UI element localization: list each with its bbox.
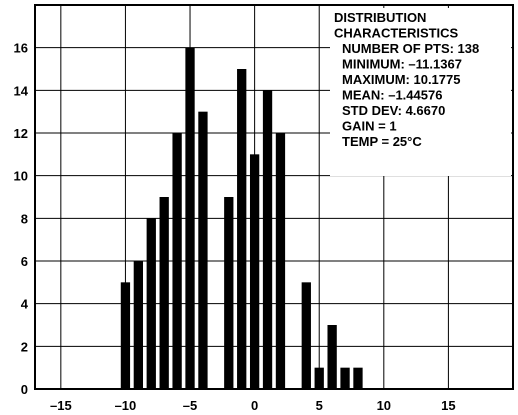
y-tick-label: 0: [21, 382, 28, 397]
bar: [301, 282, 311, 389]
x-tick-labels: –15 –10 –5 0 5 10 15: [50, 398, 456, 413]
bar: [353, 367, 363, 389]
bar: [159, 197, 169, 389]
annotation-line: NUMBER OF PTS: 138: [342, 41, 479, 56]
y-tick-label: 12: [14, 126, 28, 141]
x-tick-label: 10: [377, 398, 391, 413]
x-tick-label: 0: [251, 398, 258, 413]
bar: [172, 133, 182, 389]
x-tick-label: 15: [441, 398, 455, 413]
bar: [224, 197, 234, 389]
y-tick-labels: 0 2 4 6 8 10 12 14 16: [14, 41, 29, 397]
bar: [327, 325, 337, 389]
bar: [262, 90, 273, 389]
bar: [314, 367, 324, 389]
annotation-line: DISTRIBUTION: [334, 10, 426, 25]
plot-frame: [34, 4, 514, 390]
y-tick-label: 16: [14, 41, 28, 56]
bar: [146, 218, 156, 389]
annotation-line: STD DEV: 4.6670: [342, 103, 445, 118]
annotation-line: CHARACTERISTICS: [334, 26, 459, 41]
bar: [249, 154, 260, 389]
y-tick-label: 2: [21, 339, 28, 354]
annotation-line: TEMP = 25°C: [342, 134, 422, 149]
bar: [340, 367, 350, 389]
annotation-line: MINIMUM: –11.1367: [342, 57, 462, 72]
x-tick-label: –15: [50, 398, 72, 413]
y-tick-label: 4: [21, 297, 29, 312]
bar: [133, 261, 144, 389]
y-tick-label: 8: [21, 211, 28, 226]
annotation-line: MEAN: –1.44576: [342, 88, 442, 103]
y-tick-label: 14: [14, 83, 29, 98]
annotation-line: MAXIMUM: 10.1775: [342, 72, 460, 87]
y-tick-label: 10: [14, 169, 28, 184]
bar: [198, 111, 208, 390]
x-tick-label: –5: [183, 398, 197, 413]
bar: [120, 282, 131, 389]
bar: [237, 69, 247, 389]
x-tick-label: 5: [316, 398, 323, 413]
x-tick-label: –10: [115, 398, 137, 413]
bar: [185, 47, 195, 390]
bars: [120, 47, 363, 390]
bar: [275, 133, 286, 389]
annotation-line: GAIN = 1: [342, 119, 397, 134]
annotation-background: [330, 8, 511, 176]
y-tick-label: 6: [21, 254, 28, 269]
